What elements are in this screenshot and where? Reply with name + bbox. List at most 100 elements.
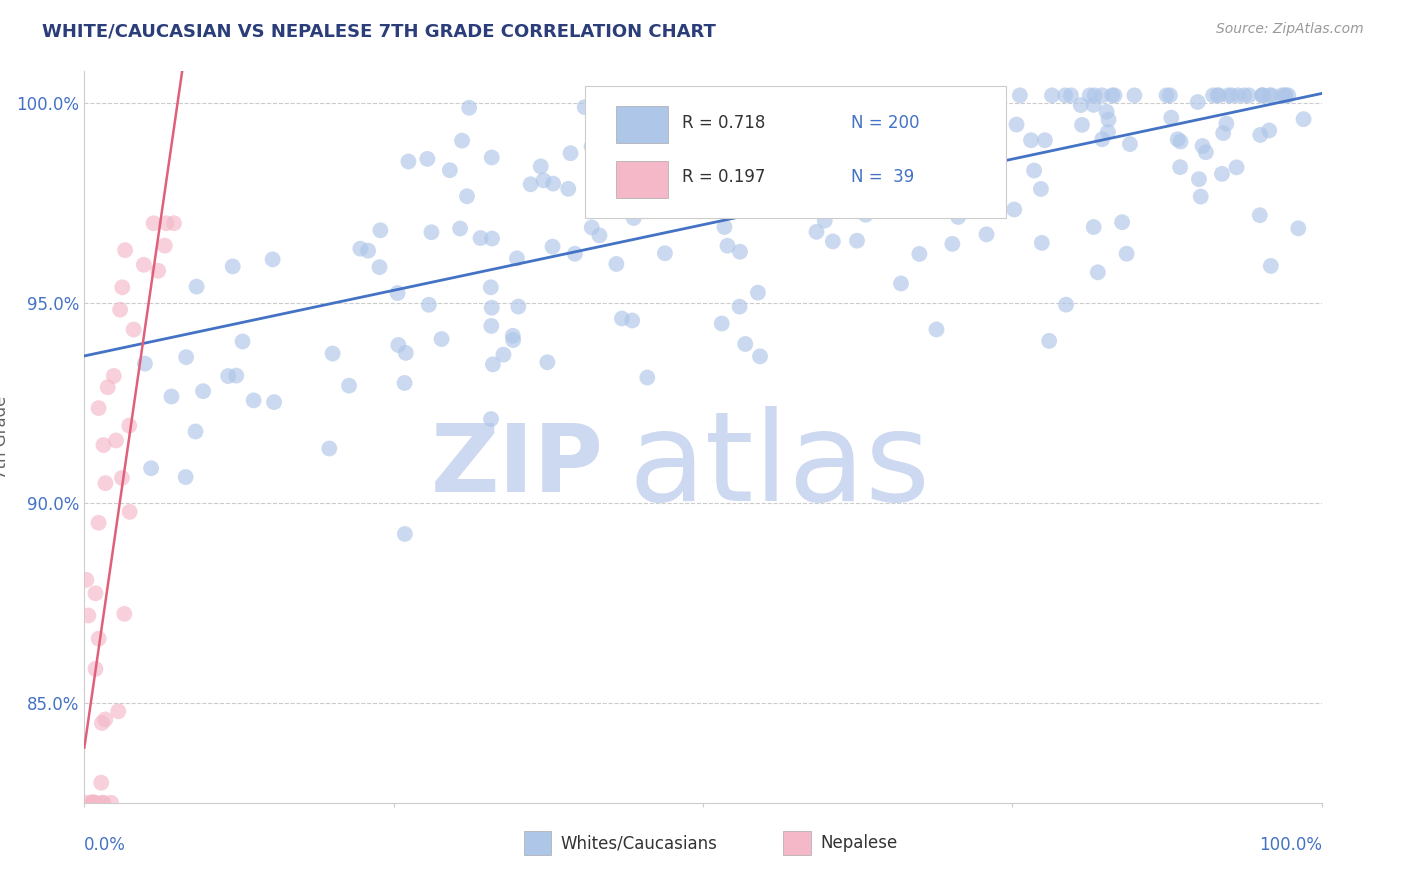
Point: [103, 368, 125, 383]
Point: [946, 210, 969, 224]
Point: [1227, 88, 1250, 103]
Point: [91, 796, 114, 810]
Point: [84, 796, 107, 810]
Point: [418, 298, 440, 312]
Point: [759, 100, 782, 114]
Point: [222, 260, 245, 274]
Point: [1218, 88, 1240, 103]
Point: [1101, 88, 1123, 103]
Point: [1260, 88, 1282, 103]
Point: [636, 370, 658, 384]
Point: [536, 355, 558, 369]
Point: [921, 114, 943, 128]
Text: WHITE/CAUCASIAN VS NEPALESE 7TH GRADE CORRELATION CHART: WHITE/CAUCASIAN VS NEPALESE 7TH GRADE CO…: [42, 22, 716, 40]
Point: [1156, 88, 1178, 103]
Point: [482, 357, 505, 371]
Point: [713, 219, 735, 234]
Point: [1258, 123, 1281, 137]
Point: [761, 193, 783, 207]
Point: [1188, 172, 1211, 186]
Point: [925, 147, 948, 161]
Point: [716, 238, 738, 252]
Point: [747, 285, 769, 300]
Point: [1277, 88, 1299, 103]
Point: [1274, 88, 1296, 103]
Point: [449, 221, 471, 235]
Text: 100.0%: 100.0%: [1258, 836, 1322, 854]
Point: [814, 88, 837, 103]
Point: [1286, 221, 1309, 235]
Point: [118, 505, 141, 519]
Point: [191, 384, 214, 399]
Point: [766, 165, 789, 179]
Point: [588, 201, 610, 215]
Point: [1078, 88, 1101, 103]
Point: [322, 346, 344, 360]
Point: [184, 425, 207, 439]
Point: [1095, 104, 1118, 119]
Point: [87, 401, 110, 416]
Point: [959, 110, 981, 124]
Point: [870, 101, 893, 115]
Text: R = 0.197: R = 0.197: [682, 169, 765, 186]
Point: [734, 337, 756, 351]
Point: [581, 139, 603, 153]
Point: [1091, 88, 1114, 103]
Point: [349, 242, 371, 256]
Point: [699, 88, 721, 103]
Point: [621, 313, 644, 327]
Point: [492, 348, 515, 362]
Point: [395, 346, 418, 360]
Text: atlas: atlas: [628, 406, 931, 527]
Point: [541, 240, 564, 254]
Point: [111, 280, 134, 294]
Point: [456, 189, 478, 203]
Point: [533, 173, 555, 187]
Point: [93, 796, 115, 810]
Point: [1187, 95, 1209, 109]
Point: [318, 442, 340, 456]
Point: [541, 177, 564, 191]
Point: [846, 234, 869, 248]
Point: [87, 632, 110, 646]
Bar: [523, 831, 551, 855]
Point: [814, 213, 837, 227]
Point: [943, 158, 966, 172]
Point: [1040, 88, 1063, 103]
Point: [965, 128, 987, 142]
Point: [754, 203, 776, 218]
Point: [387, 286, 409, 301]
Point: [908, 247, 931, 261]
Point: [1083, 98, 1105, 112]
Point: [100, 796, 122, 810]
Text: Whites/Caucasians: Whites/Caucasians: [561, 834, 717, 852]
Point: [1091, 132, 1114, 146]
Point: [370, 223, 392, 237]
Point: [84, 662, 107, 676]
Y-axis label: 7th Grade: 7th Grade: [0, 395, 10, 479]
Point: [858, 115, 880, 129]
Point: [153, 238, 176, 252]
Point: [560, 146, 582, 161]
Bar: [616, 106, 668, 143]
Point: [903, 88, 925, 103]
Point: [1220, 88, 1243, 103]
FancyBboxPatch shape: [585, 86, 1007, 218]
Point: [398, 154, 420, 169]
Point: [976, 227, 998, 242]
Point: [737, 135, 759, 149]
Point: [1258, 88, 1281, 103]
Point: [502, 333, 524, 347]
Point: [263, 395, 285, 409]
Point: [1215, 117, 1237, 131]
Point: [470, 231, 492, 245]
Point: [481, 301, 503, 315]
Point: [112, 607, 135, 621]
Point: [896, 88, 918, 103]
Text: N = 200: N = 200: [852, 113, 920, 131]
Point: [654, 246, 676, 260]
Point: [1083, 220, 1105, 235]
Point: [357, 244, 380, 258]
Point: [82, 795, 104, 809]
Point: [1097, 125, 1119, 139]
